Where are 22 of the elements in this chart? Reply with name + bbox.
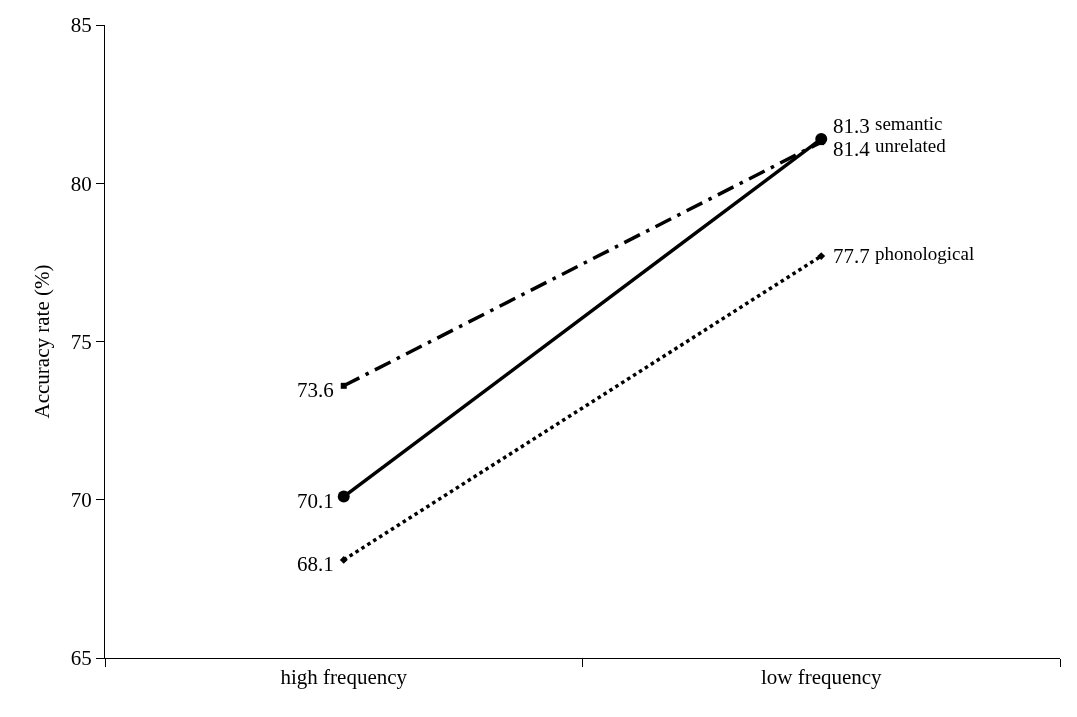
data-label: 81.4 xyxy=(833,137,871,161)
y-tick-label: 80 xyxy=(70,171,92,196)
x-tick-label: low frequency xyxy=(760,665,883,690)
y-axis-title: Accuracy rate (%) xyxy=(29,264,54,419)
data-label: 70.1 xyxy=(297,489,334,513)
point xyxy=(815,132,828,145)
data-label: 68.1 xyxy=(297,552,334,576)
point xyxy=(817,252,826,260)
text: phonological xyxy=(875,243,975,264)
y-tick-label: 75 xyxy=(70,329,92,354)
y-tick-label: 85 xyxy=(70,13,92,38)
y-tick-label: 65 xyxy=(70,646,92,671)
point xyxy=(339,555,348,564)
text: unrelated xyxy=(875,135,947,156)
data-label: 81.3 xyxy=(833,114,870,138)
point xyxy=(340,382,347,389)
y-tick-label: 70 xyxy=(70,488,92,513)
data-label: 73.6 xyxy=(297,378,334,402)
x-tick-label: high frequency xyxy=(280,665,408,690)
point xyxy=(337,490,350,503)
data-label: 77.7 xyxy=(833,244,870,268)
text: semantic xyxy=(875,113,943,134)
